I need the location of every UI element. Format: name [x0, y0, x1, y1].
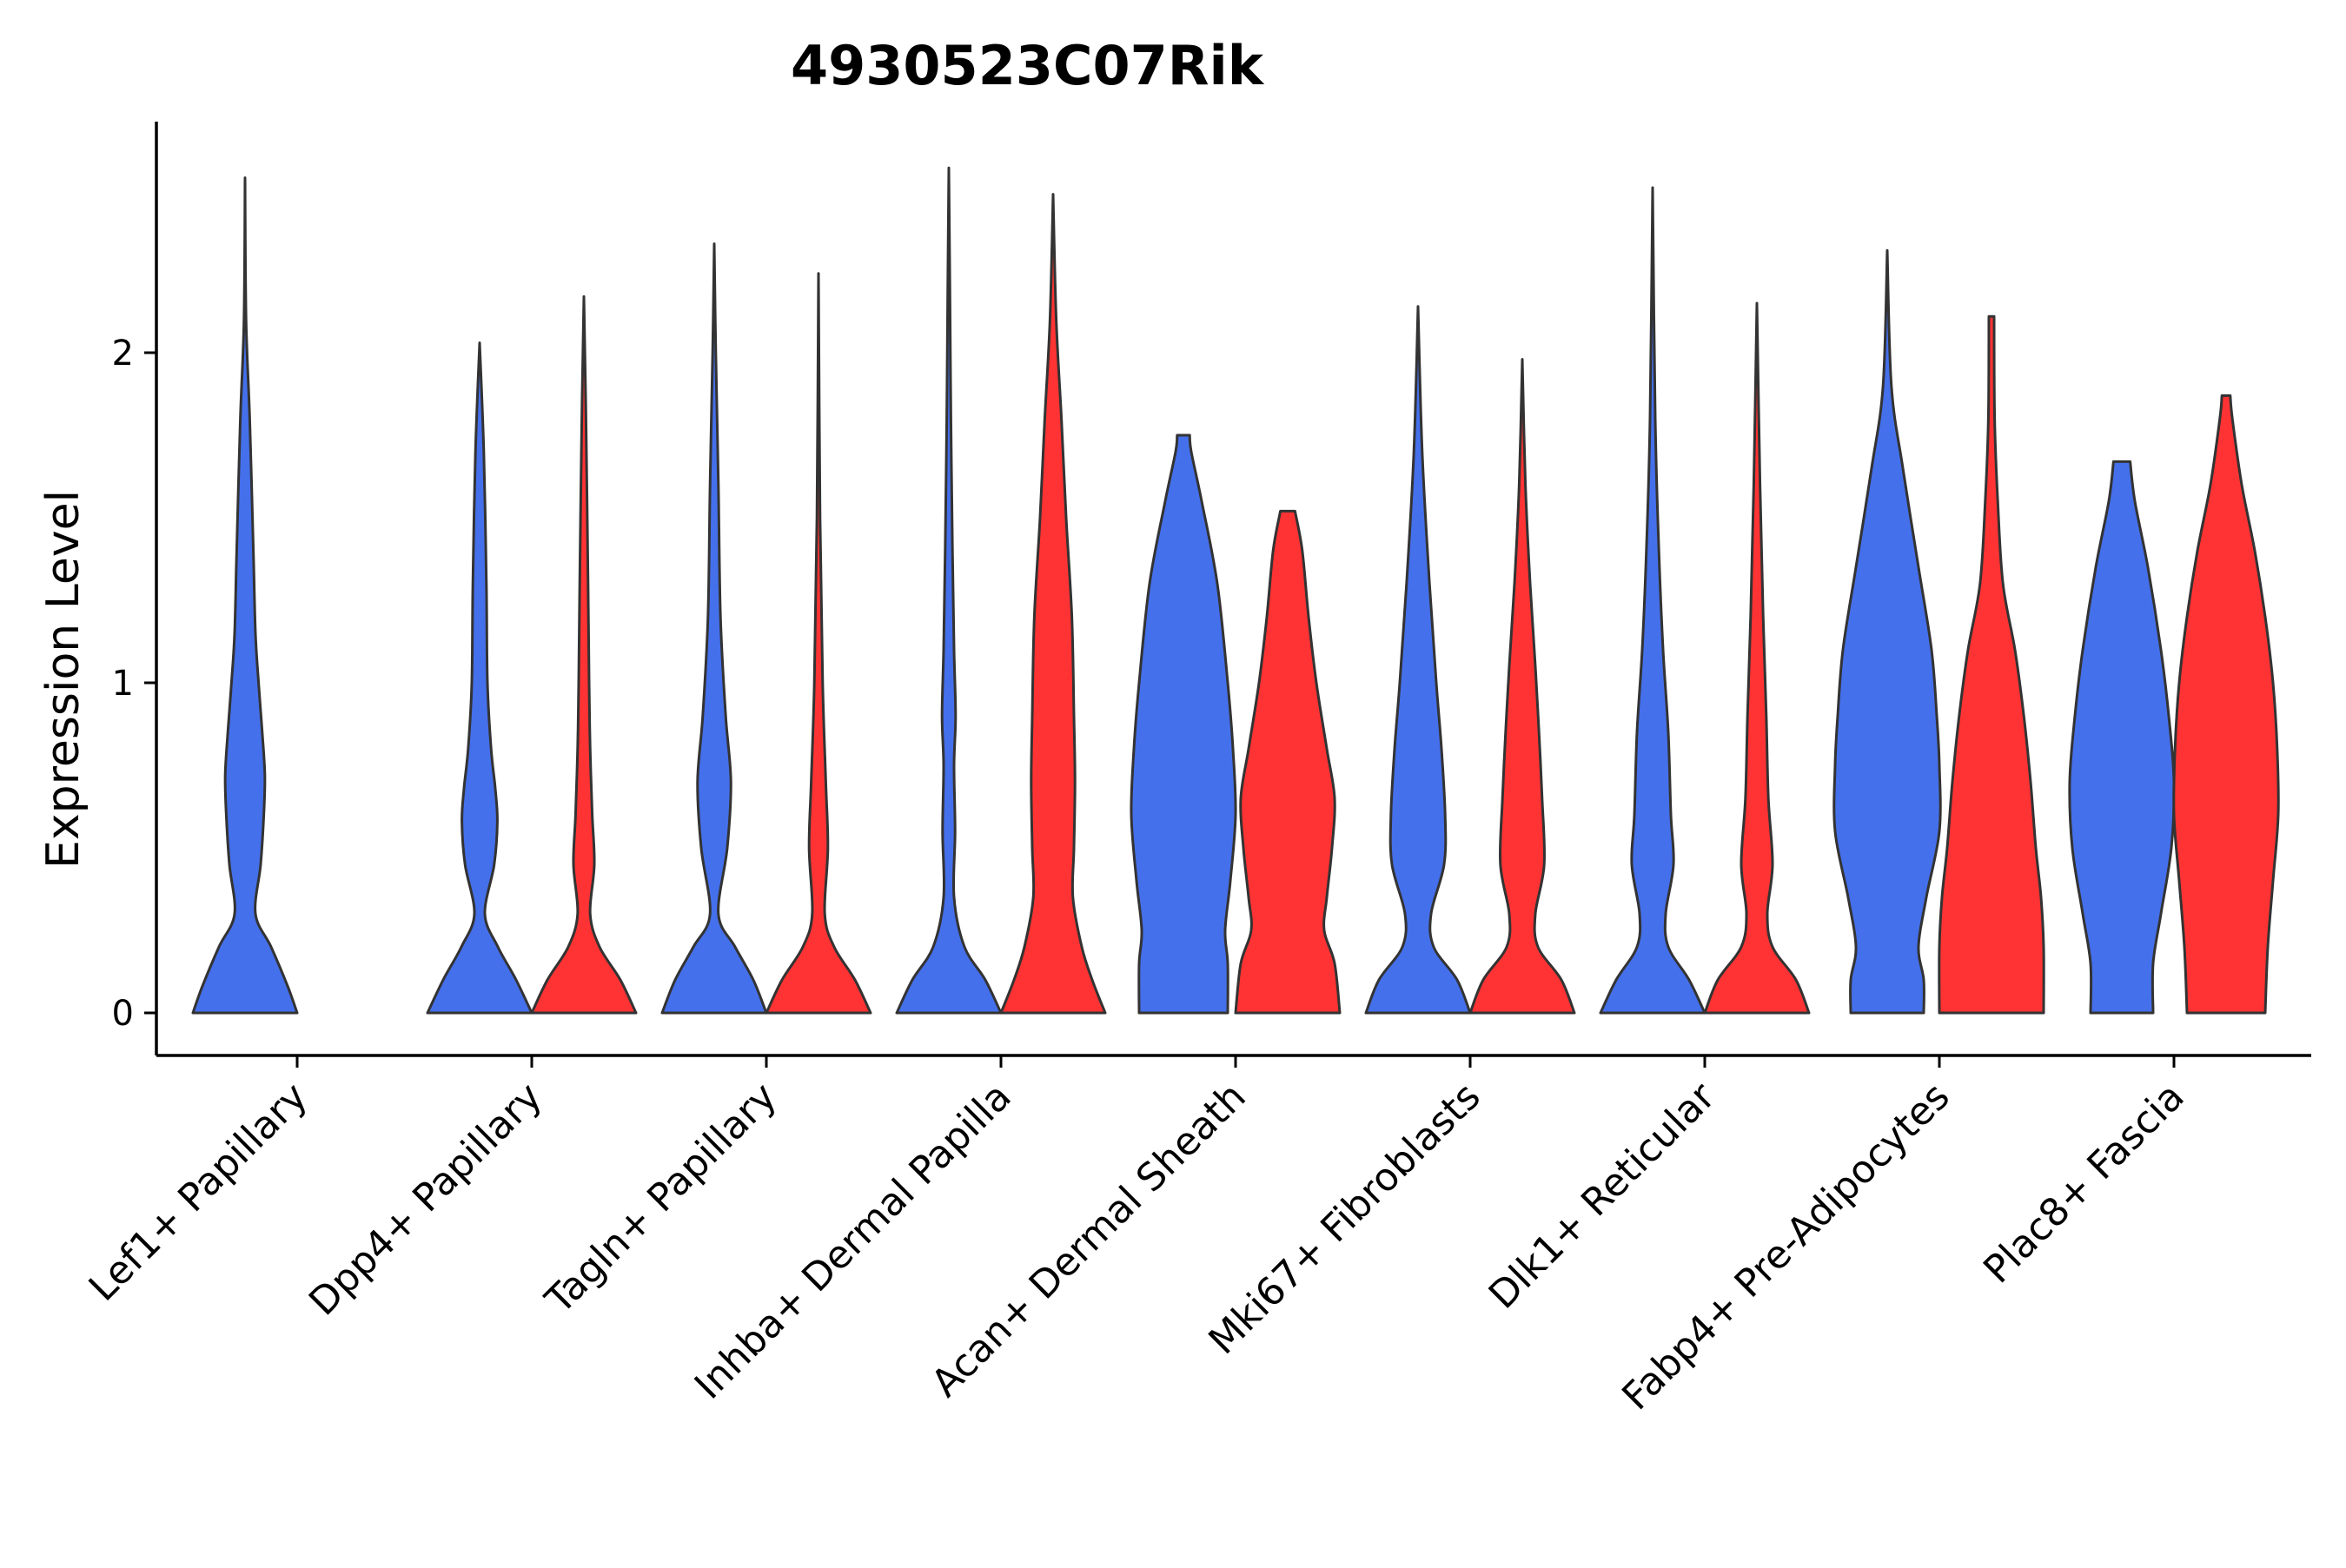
violin-6-b	[1468, 358, 1576, 1015]
violin-4-b	[999, 193, 1107, 1015]
violin-7-b	[1703, 301, 1811, 1015]
violin-3-b	[765, 272, 872, 1015]
violins-layer	[191, 166, 2280, 1015]
x-tick-label: Tagln+ Papillary	[537, 1075, 785, 1323]
violin-5-a	[1130, 433, 1237, 1015]
violin-8-b	[1938, 314, 2045, 1015]
violin-2-b	[530, 294, 638, 1015]
y-axis-label: Expression Level	[37, 490, 89, 869]
violin-7-a	[1599, 186, 1706, 1015]
violin-1-a	[191, 176, 299, 1015]
y-tick-label: 1	[112, 664, 134, 704]
x-tick-label: Plac8+ Fascia	[1975, 1075, 2193, 1293]
violin-9-a	[2068, 460, 2176, 1015]
x-tick-label: Lef1+ Papillary	[81, 1075, 316, 1310]
violin-6-a	[1364, 305, 1472, 1015]
x-tick-label: Dpp4+ Papillary	[301, 1075, 551, 1325]
x-tick-label: Dlk1+ Reticular	[1481, 1074, 1725, 1318]
x-tick-label: Mki67+ Fibroblasts	[1200, 1075, 1488, 1363]
violin-2-a	[426, 341, 533, 1015]
violin-9-b	[2172, 394, 2280, 1015]
y-tick-label: 0	[112, 994, 134, 1034]
violin-8-a	[1832, 248, 1942, 1015]
violin-4-a	[895, 166, 1003, 1015]
y-tick-label: 2	[112, 334, 134, 374]
violin-3-a	[660, 242, 768, 1015]
chart-title: 4930523C07Rik	[791, 34, 1265, 97]
violin-5-b	[1234, 509, 1342, 1015]
